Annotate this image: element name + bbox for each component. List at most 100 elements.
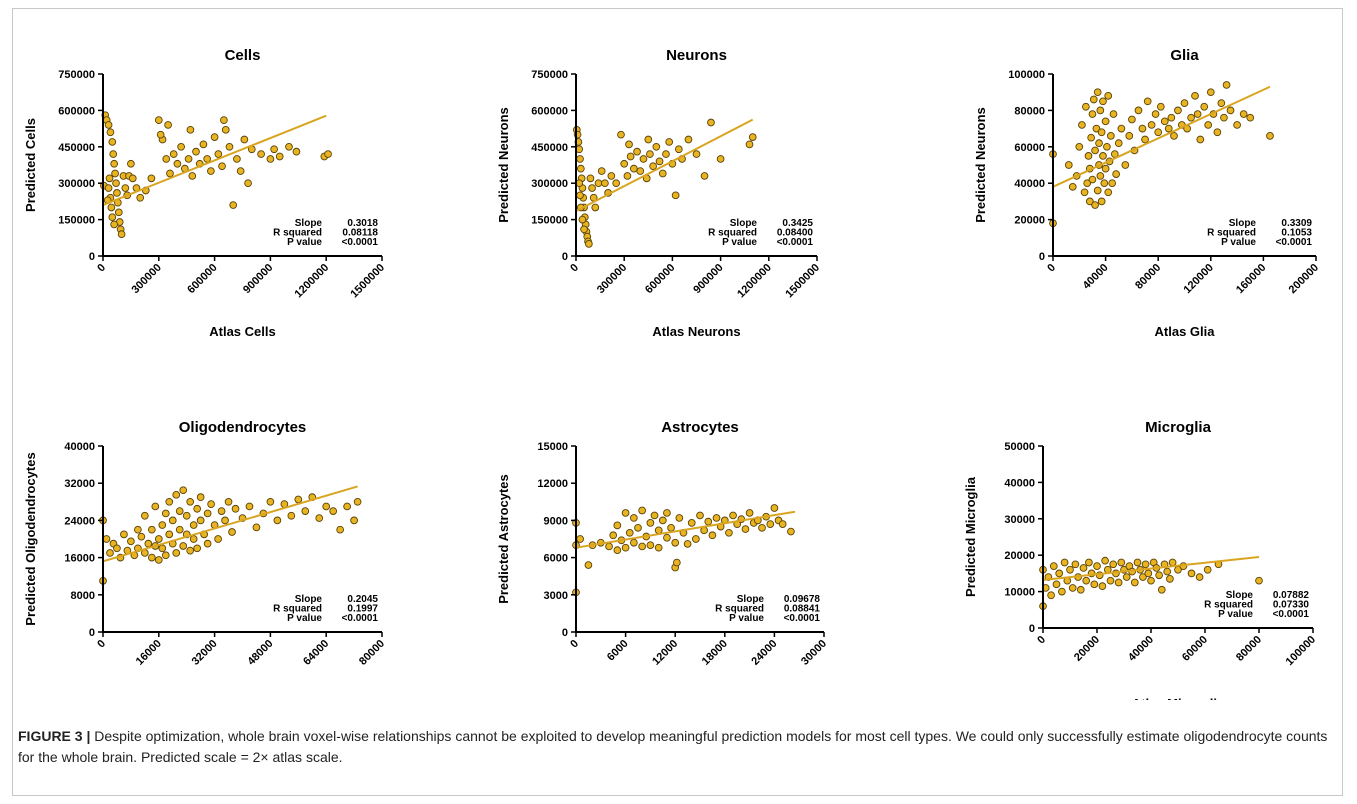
- data-point: [165, 530, 174, 539]
- data-point: [110, 159, 119, 168]
- data-point: [214, 535, 222, 543]
- x-tick-label: 0: [568, 638, 581, 651]
- data-point: [236, 167, 245, 175]
- data-point: [184, 155, 193, 163]
- data-point: [147, 553, 156, 562]
- stat-value: 0.08118: [342, 228, 378, 239]
- x-tick-label: 1200000: [735, 262, 774, 301]
- data-point: [186, 546, 195, 555]
- data-point: [158, 544, 167, 553]
- data-point: [175, 525, 184, 534]
- x-tick-label: 160000: [1234, 262, 1268, 296]
- data-point: [1170, 132, 1178, 140]
- data-point: [1121, 161, 1130, 169]
- data-point: [1084, 152, 1093, 160]
- data-point: [1213, 128, 1222, 137]
- data-point: [580, 225, 588, 234]
- data-point: [1163, 567, 1172, 576]
- data-point: [1080, 188, 1089, 197]
- x-tick-label: 1200000: [293, 262, 332, 301]
- y-tick-label: 300000: [58, 178, 95, 190]
- stats-block: Slope 0.09678 R squared 0.08841 P value <0.00…: [715, 594, 820, 624]
- x-tick-label: 0: [95, 262, 108, 275]
- data-point: [770, 504, 779, 512]
- data-point: [1090, 580, 1099, 589]
- data-point: [588, 184, 596, 192]
- x-tick-label: 16000: [134, 638, 164, 668]
- data-point: [613, 546, 622, 555]
- data-point: [224, 497, 233, 506]
- y-tick-label: 40000: [1014, 178, 1045, 190]
- data-point: [266, 155, 275, 163]
- data-point: [1093, 186, 1102, 195]
- x-tick-label: 120000: [1181, 262, 1215, 296]
- y-tick-label: 9000: [544, 515, 568, 527]
- y-tick-label: 0: [1029, 623, 1035, 635]
- y-axis-label: Predicted Oligodendrocytes: [23, 452, 38, 625]
- data-point: [1085, 558, 1093, 567]
- y-tick-label: 600000: [58, 105, 95, 117]
- data-point: [663, 533, 671, 542]
- data-point: [585, 240, 593, 248]
- stat-value: <0.0001: [777, 237, 814, 248]
- data-point: [1093, 88, 1102, 97]
- data-point: [646, 519, 655, 527]
- data-point: [597, 167, 606, 175]
- data-point: [109, 150, 118, 158]
- x-tick-label: 0: [1045, 262, 1058, 275]
- data-point: [630, 514, 638, 522]
- y-tick-label: 100000: [1008, 69, 1045, 81]
- data-point: [193, 504, 202, 513]
- y-tick-label: 0: [89, 251, 95, 263]
- data-point: [147, 525, 156, 534]
- data-point: [154, 535, 163, 543]
- stat-label: Slope: [1226, 590, 1254, 601]
- x-tick-label: 32000: [190, 638, 220, 668]
- data-point: [1058, 587, 1066, 596]
- data-point: [1098, 582, 1107, 590]
- data-points: [572, 118, 757, 248]
- data-point: [287, 511, 296, 520]
- data-point: [270, 145, 278, 154]
- data-point: [147, 174, 156, 183]
- data-point: [1087, 133, 1095, 142]
- y-tick-label: 0: [89, 627, 95, 639]
- stat-label: R squared: [1204, 600, 1253, 611]
- data-point: [1104, 188, 1113, 197]
- y-tick-label: 150000: [58, 215, 95, 227]
- data-point: [675, 514, 684, 522]
- data-point: [273, 516, 282, 525]
- caption-label: FIGURE 3 |: [18, 728, 91, 744]
- y-tick-label: 0: [1039, 251, 1045, 263]
- y-tick-label: 600000: [531, 105, 568, 117]
- data-point: [1088, 175, 1097, 184]
- data-point: [658, 169, 667, 178]
- data-point: [1141, 560, 1150, 569]
- data-point: [1164, 124, 1173, 133]
- data-point: [1191, 91, 1199, 100]
- data-point: [1064, 161, 1073, 169]
- stats-block: Slope 0.3018 R squared 0.08118 P value <0.000…: [273, 218, 378, 248]
- x-tick-label: 40000: [1081, 262, 1111, 292]
- y-tick-label: 0: [562, 627, 568, 639]
- data-point: [104, 121, 113, 129]
- x-tick-label: 18000: [700, 638, 730, 668]
- data-point: [350, 516, 358, 525]
- data-point: [220, 116, 228, 124]
- chart-title: Glia: [1170, 47, 1199, 64]
- chart-astrocytes: Astrocytes 0 3000 6000 9000 12000 15000 0 6000 12…: [496, 419, 829, 668]
- x-tick-label: 6000: [605, 638, 631, 664]
- data-point: [1204, 121, 1213, 129]
- stat-label: R squared: [273, 604, 322, 615]
- y-tick-label: 40000: [64, 441, 95, 453]
- data-point: [1107, 132, 1115, 140]
- y-tick-label: 150000: [531, 215, 568, 227]
- data-point: [758, 523, 766, 532]
- data-point: [1266, 132, 1274, 140]
- data-point: [591, 203, 600, 212]
- x-tick-label: 600000: [185, 262, 219, 296]
- data-point: [646, 150, 654, 158]
- data-point: [1147, 576, 1155, 585]
- data-point: [207, 500, 215, 508]
